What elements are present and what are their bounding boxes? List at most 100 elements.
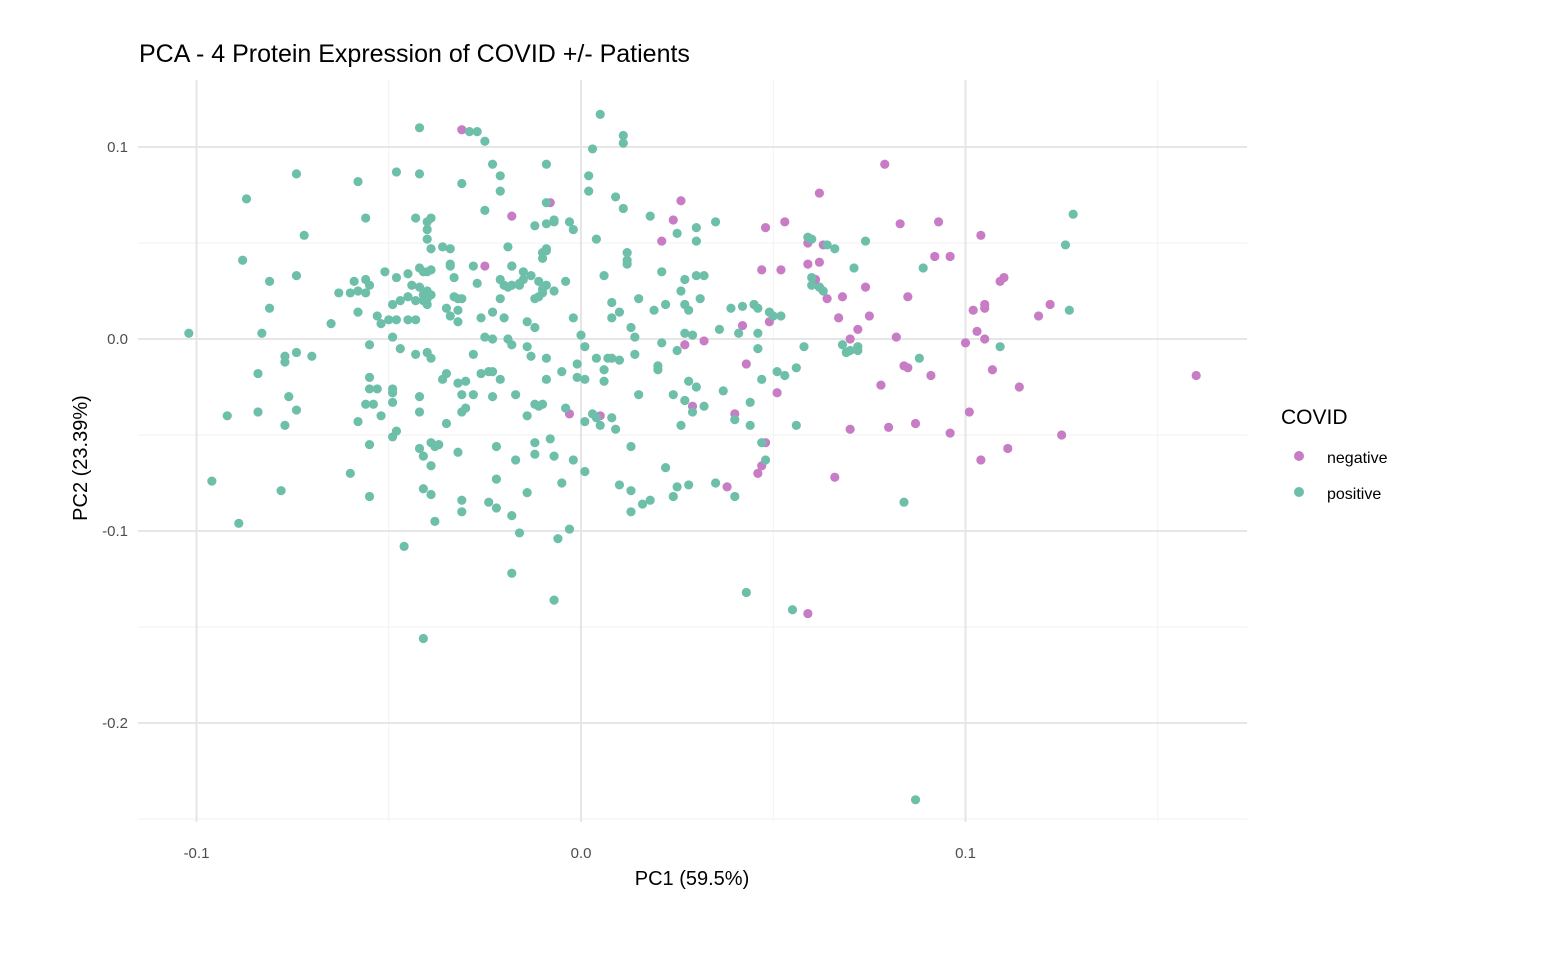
- legend-label-negative: negative: [1327, 450, 1388, 467]
- point-positive: [495, 186, 505, 196]
- point-positive: [753, 344, 763, 354]
- point-positive: [787, 605, 798, 615]
- point-positive: [491, 503, 502, 513]
- point-positive: [345, 468, 355, 478]
- point-negative: [1045, 299, 1055, 310]
- point-positive: [487, 367, 498, 377]
- point-positive: [291, 405, 302, 415]
- point-positive: [407, 280, 417, 290]
- point-positive: [353, 307, 363, 317]
- point-positive: [561, 276, 571, 286]
- point-negative: [960, 338, 971, 348]
- point-positive: [326, 319, 336, 329]
- point-positive: [995, 342, 1005, 352]
- point-positive: [487, 307, 498, 317]
- point-negative: [864, 311, 874, 321]
- point-positive: [526, 351, 536, 361]
- point-positive: [414, 443, 425, 454]
- point-positive: [626, 507, 636, 517]
- point-negative: [803, 608, 813, 619]
- point-positive: [776, 311, 786, 321]
- point-negative: [903, 363, 913, 373]
- point-positive: [580, 374, 590, 384]
- point-positive: [718, 386, 728, 396]
- point-positive: [511, 390, 521, 400]
- point-positive: [568, 455, 578, 465]
- point-positive: [507, 261, 517, 271]
- point-positive: [614, 355, 625, 365]
- point-positive: [222, 411, 232, 421]
- point-positive: [418, 451, 428, 461]
- point-positive: [507, 568, 517, 578]
- point-positive: [710, 217, 721, 227]
- legend-key-positive: [1294, 487, 1304, 497]
- point-positive: [353, 286, 363, 296]
- point-negative: [776, 265, 786, 275]
- point-positive: [853, 342, 863, 352]
- point-negative: [803, 259, 813, 269]
- point-positive: [434, 440, 444, 450]
- point-positive: [399, 541, 409, 551]
- point-positive: [418, 633, 428, 644]
- point-positive: [607, 353, 617, 363]
- point-positive: [614, 307, 625, 317]
- point-positive: [626, 486, 636, 496]
- point-positive: [372, 311, 382, 321]
- point-positive: [464, 127, 475, 137]
- point-positive: [422, 299, 432, 310]
- point-positive: [730, 491, 740, 502]
- point-positive: [495, 374, 505, 384]
- point-positive: [626, 441, 636, 452]
- point-positive: [730, 415, 740, 425]
- point-positive: [361, 213, 371, 223]
- point-positive: [414, 169, 425, 179]
- point-positive: [511, 455, 521, 465]
- point-positive: [622, 259, 632, 269]
- point-negative: [772, 388, 782, 398]
- point-positive: [918, 263, 928, 273]
- point-positive: [576, 330, 586, 340]
- point-positive: [568, 224, 578, 235]
- x-tick-label: -0.1: [184, 845, 210, 862]
- point-positive: [910, 795, 921, 805]
- point-positive: [280, 420, 290, 430]
- point-positive: [611, 424, 621, 434]
- point-positive: [395, 344, 405, 354]
- point-positive: [599, 376, 609, 386]
- point-negative: [1014, 382, 1024, 392]
- point-positive: [684, 480, 694, 490]
- point-positive: [618, 203, 628, 214]
- point-positive: [695, 294, 705, 304]
- legend-title: COVID: [1281, 406, 1348, 429]
- point-negative: [910, 418, 921, 429]
- point-positive: [361, 288, 371, 298]
- y-axis-ticks: 0.1 0.0 -0.1 -0.2: [102, 139, 128, 732]
- point-positive: [549, 451, 559, 461]
- point-positive: [599, 271, 609, 281]
- point-positive: [507, 280, 517, 290]
- point-positive: [487, 392, 498, 402]
- point-positive: [541, 374, 551, 384]
- point-positive: [745, 420, 755, 430]
- point-positive: [299, 230, 309, 240]
- point-positive: [457, 178, 467, 189]
- point-positive: [745, 397, 755, 407]
- point-positive: [568, 313, 578, 323]
- point-positive: [253, 368, 263, 379]
- point-negative: [976, 455, 986, 465]
- point-positive: [441, 418, 452, 429]
- point-positive: [476, 368, 486, 379]
- point-negative: [680, 340, 690, 350]
- point-positive: [387, 388, 398, 398]
- point-negative: [699, 336, 709, 346]
- point-positive: [564, 524, 575, 534]
- point-positive: [584, 186, 594, 196]
- point-positive: [387, 299, 398, 310]
- point-positive: [822, 240, 832, 250]
- point-positive: [914, 353, 924, 363]
- point-positive: [607, 297, 617, 308]
- point-negative: [999, 272, 1009, 283]
- point-positive: [807, 280, 817, 290]
- point-positive: [541, 280, 551, 290]
- point-positive: [430, 516, 440, 527]
